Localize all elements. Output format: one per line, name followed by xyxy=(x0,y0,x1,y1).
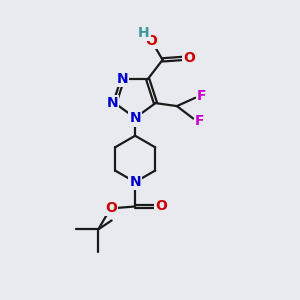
Text: F: F xyxy=(197,89,207,103)
Text: O: O xyxy=(146,34,158,47)
Text: O: O xyxy=(183,51,195,65)
Text: F: F xyxy=(195,114,205,128)
Text: O: O xyxy=(105,201,117,215)
Text: N: N xyxy=(129,175,141,189)
Text: N: N xyxy=(106,96,118,110)
Text: O: O xyxy=(155,200,167,214)
Text: N: N xyxy=(129,112,141,125)
Text: H: H xyxy=(138,26,150,40)
Text: N: N xyxy=(117,72,128,86)
